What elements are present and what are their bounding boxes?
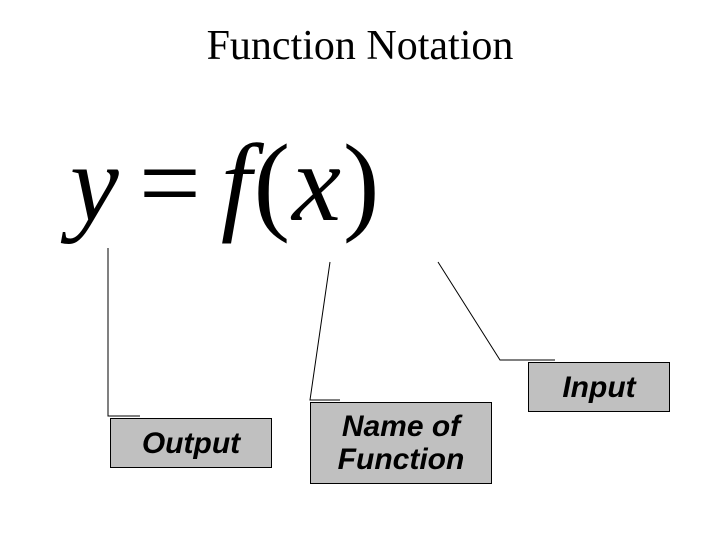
eq-input-x: x (292, 122, 343, 244)
label-output: Output (110, 418, 272, 468)
page-title: Function Notation (0, 22, 720, 70)
label-input: Input (528, 362, 670, 412)
label-output-text: Output (142, 427, 240, 460)
label-name-of-function: Name of Function (310, 402, 492, 484)
eq-func-name: f (221, 122, 254, 244)
eq-equals: = (121, 122, 221, 244)
eq-rparen: ) (343, 122, 382, 244)
label-input-text: Input (562, 371, 635, 404)
eq-output-y: y (70, 122, 121, 244)
eq-lparen: ( (253, 122, 292, 244)
label-name-text: Name of Function (338, 410, 465, 476)
equation: y=f(x) (70, 120, 382, 247)
